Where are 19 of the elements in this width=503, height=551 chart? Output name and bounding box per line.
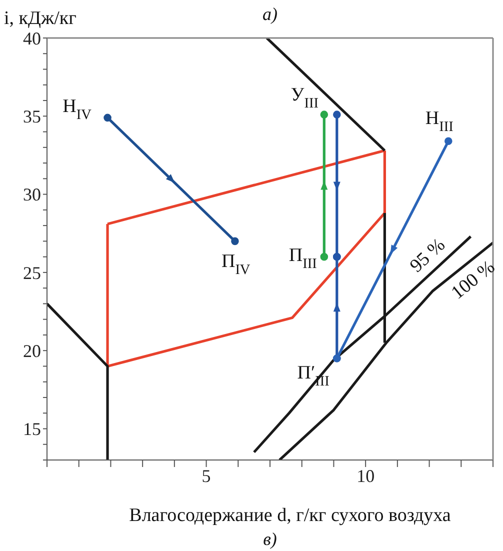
y-tick-label: 25: [23, 262, 41, 283]
x-tick-label: 5: [202, 466, 211, 486]
annotation: Н$_{III}$: [425, 108, 454, 136]
y-tick-label: 20: [23, 340, 41, 361]
x-axis-title: Влагосодержание d, г/кг сухого воздуха: [129, 505, 452, 526]
y-tick-label: 35: [23, 106, 41, 127]
text: а): [262, 4, 278, 24]
x-tick-label: 10: [356, 466, 375, 486]
text: 100 %: [448, 256, 500, 304]
y-axis-title: i, кДж/кг: [4, 8, 77, 29]
annotation: П$_{III}$: [288, 245, 318, 272]
y-tick-label: 30: [23, 184, 41, 205]
annotation: У$_{III}$: [290, 84, 319, 112]
y-tick-label: 15: [23, 419, 41, 440]
annotation: Н$_{IV}$: [62, 96, 92, 124]
y-tick-label: 40: [23, 28, 41, 48]
text: в): [263, 529, 277, 549]
annotation: П$_{IV}$: [221, 252, 251, 278]
text: 95 %: [406, 234, 450, 277]
